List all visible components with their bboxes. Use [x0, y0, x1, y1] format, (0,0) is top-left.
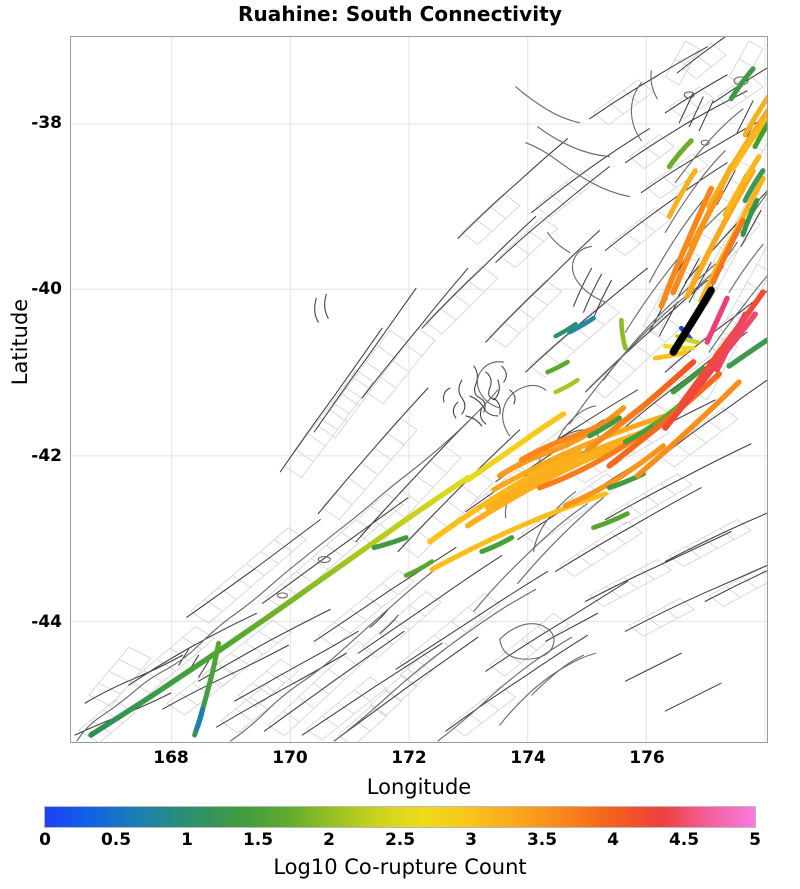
- fault-taupo-c: [730, 116, 767, 172]
- fault-east-coast-green: [726, 337, 767, 369]
- fault-cook-strait-d: [562, 443, 666, 509]
- fault-wellington-green-2: [622, 421, 658, 445]
- fault-ruahine-pink: [714, 311, 748, 373]
- fault-cook-strait-b: [518, 415, 617, 463]
- colorbar-label: Log10 Co-rupture Count: [273, 855, 527, 879]
- fault-kaweka: [666, 168, 698, 219]
- xtick-176: 176: [629, 748, 665, 768]
- fault-wairarapa-green: [670, 365, 706, 395]
- cbtick-0-5: 0.5: [100, 830, 132, 850]
- plot-area: [70, 36, 768, 743]
- fault-offshore-teal: [553, 321, 578, 339]
- inactive-fault-sections: [78, 40, 767, 742]
- fault-source-accent-3: [652, 349, 688, 361]
- plot-frame: [70, 36, 768, 743]
- cbtick-3: 3: [465, 830, 477, 850]
- grid-lines: [71, 37, 767, 742]
- xtick-170: 170: [272, 748, 308, 768]
- cbtick-1-5: 1.5: [242, 830, 274, 850]
- fault-ruahine-south-adj: [678, 289, 766, 407]
- fault-kaikoura-green: [591, 511, 630, 531]
- xtick-168: 168: [153, 748, 189, 768]
- cbtick-0: 0: [39, 830, 51, 850]
- fault-hb-green: [740, 198, 760, 237]
- fault-northern-hb: [658, 185, 714, 310]
- fault-midsouth-green-3: [403, 559, 435, 578]
- co-rupture-connected-faults: [88, 66, 767, 738]
- fault-ruahine-approach: [662, 311, 758, 431]
- fault-alpine-central: [465, 411, 567, 483]
- x-axis-label: Longitude: [366, 775, 472, 799]
- fault-alpine-southwest: [88, 475, 471, 738]
- fault-clarence: [465, 441, 629, 529]
- fault-taupo-d: [742, 94, 767, 138]
- ytick-40: -40: [31, 279, 62, 299]
- cbtick-3-5: 3.5: [526, 830, 558, 850]
- fault-marlborough-south: [429, 491, 608, 572]
- cbtick-2-5: 2.5: [384, 830, 416, 850]
- fault-wellington-green-1: [587, 415, 622, 439]
- fault-rangitaiki: [688, 189, 724, 249]
- fault-wairau: [491, 413, 668, 493]
- fault-offshore-yellowgreen: [553, 377, 580, 395]
- fault-bay-plenty-green-3: [742, 168, 766, 204]
- fault-fiordland-teal: [194, 706, 206, 732]
- fault-midsouth-green-1: [371, 535, 409, 551]
- colorbar: [44, 806, 756, 828]
- cbtick-5: 5: [749, 830, 761, 850]
- cbtick-4-5: 4.5: [668, 830, 700, 850]
- colorbar-gradient: [44, 806, 756, 828]
- y-axis-label: Latitude: [8, 298, 32, 386]
- ytick-42: -42: [31, 446, 62, 466]
- figure-title: Ruahine: South Connectivity: [237, 2, 563, 26]
- fault-hb-east: [710, 217, 746, 285]
- fault-taranaki-teal: [567, 315, 596, 335]
- fault-wairarapa: [606, 371, 723, 469]
- fault-traces: [74, 37, 767, 742]
- coastline: [76, 70, 767, 742]
- ytick-38: -38: [31, 113, 62, 133]
- cbtick-1: 1: [181, 830, 193, 850]
- source-fault-ruahine-south: [669, 286, 715, 356]
- xtick-174: 174: [510, 748, 546, 768]
- fault-bay-plenty-green-2: [752, 121, 767, 150]
- fault-taupo-b: [722, 154, 762, 218]
- fault-bay-plenty-green-1: [728, 66, 756, 102]
- cbtick-4: 4: [607, 830, 619, 850]
- cbtick-2: 2: [323, 830, 335, 850]
- xtick-172: 172: [391, 748, 427, 768]
- fault-ruahine-north: [684, 167, 756, 300]
- fault-hutt-valley: [634, 379, 742, 479]
- fault-hope: [427, 449, 583, 545]
- fault-wellington: [584, 359, 697, 453]
- fault-taupo-green: [666, 138, 694, 170]
- fault-midsouth-green-2: [479, 535, 515, 555]
- fault-offshore-green: [545, 359, 570, 375]
- y-tick-labels: -38 -40 -42 -44: [0, 0, 62, 889]
- ytick-44: -44: [31, 612, 62, 632]
- fault-taranaki-green: [619, 317, 628, 351]
- fault-ruahine-pink-2: [704, 295, 730, 345]
- map-canvas: [71, 37, 767, 742]
